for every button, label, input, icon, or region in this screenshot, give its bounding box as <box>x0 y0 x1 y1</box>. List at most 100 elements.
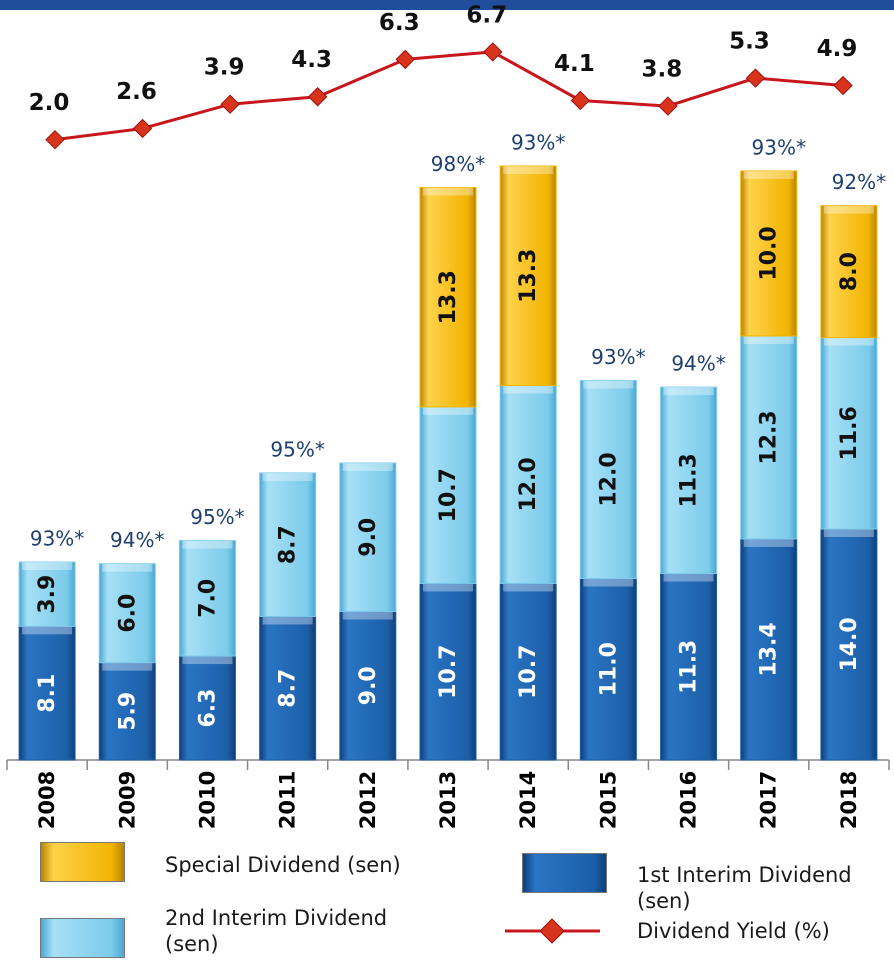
payout-label: 94%* <box>110 528 164 552</box>
bar-bevel <box>743 335 794 344</box>
data-label: 4.1 <box>554 51 595 77</box>
data-label: 4.3 <box>291 47 332 73</box>
data-label: 11.3 <box>677 640 702 694</box>
x-tick-label: 2011 <box>276 771 300 829</box>
data-label: 4.9 <box>817 36 858 62</box>
legend-label: 2nd Interim Dividend (sen) <box>165 906 388 956</box>
data-label: 2.0 <box>29 90 70 116</box>
payout-label: 95%* <box>270 437 324 461</box>
marker <box>745 68 766 88</box>
data-label: 8.1 <box>35 674 60 713</box>
bar-bevel <box>663 573 714 582</box>
bar-segment <box>820 205 878 339</box>
bar-segment <box>820 337 878 530</box>
bar-segment <box>740 538 798 761</box>
data-label: 13.4 <box>757 622 782 676</box>
data-label: 12.0 <box>516 457 541 511</box>
data-label: 10.7 <box>516 645 541 699</box>
legend-label: Special Dividend (sen) <box>165 853 401 877</box>
bar-segment <box>259 615 317 761</box>
x-tick-label: 2009 <box>115 771 139 829</box>
payout-label: 98%* <box>431 152 485 176</box>
data-label: 6.3 <box>379 10 420 36</box>
bar-segment <box>740 170 798 337</box>
bar-bevel <box>342 463 393 471</box>
data-label: 7.0 <box>195 579 220 618</box>
data-label: 12.0 <box>596 452 621 506</box>
x-tick-label: 2017 <box>757 771 781 829</box>
legend-swatch <box>505 918 600 944</box>
bar-bevel <box>342 611 393 620</box>
bar-bevel <box>22 562 73 570</box>
bar-bevel <box>823 529 874 537</box>
marker <box>570 90 591 111</box>
bar-segment <box>499 384 557 584</box>
data-label: 11.0 <box>596 642 621 696</box>
x-tick-label: 2013 <box>436 771 460 829</box>
marker <box>45 129 65 150</box>
bar-bevel <box>743 538 794 547</box>
marker <box>395 49 415 70</box>
bar-bevel <box>102 662 153 671</box>
legend-label: 1st Interim Dividend (sen) <box>637 863 852 913</box>
bar-segment <box>820 528 878 761</box>
bar-segment <box>339 611 397 761</box>
bar-bevel <box>583 380 634 389</box>
bar-bevel <box>503 166 554 174</box>
bar-segment <box>579 380 637 579</box>
data-label: 11.6 <box>837 406 862 460</box>
bar-bevel <box>262 472 313 481</box>
bar-segment <box>579 578 637 761</box>
bar-segment <box>18 625 76 761</box>
bar-segment <box>419 406 477 584</box>
x-tick-label: 2015 <box>596 771 620 829</box>
payout-label: 93%* <box>30 527 84 551</box>
data-label: 9.0 <box>356 666 381 705</box>
data-label: 8.0 <box>837 252 862 291</box>
bar-segment <box>178 540 236 657</box>
marker <box>483 42 503 62</box>
bar-bevel <box>743 170 794 179</box>
line <box>54 50 844 142</box>
bar-bevel <box>583 578 634 587</box>
bar-bevel <box>823 337 874 346</box>
legend-swatch <box>522 853 607 893</box>
data-label: 10.0 <box>757 226 782 280</box>
x-tick-label: 2010 <box>195 771 219 829</box>
bar-bevel <box>423 583 473 592</box>
legend-swatch <box>40 842 125 882</box>
data-label: 11.3 <box>677 453 702 507</box>
payout-label: 92%* <box>832 170 886 194</box>
bar-bevel <box>423 406 473 415</box>
data-label: 6.0 <box>115 594 140 633</box>
bar-segment <box>660 386 718 575</box>
data-label: 12.3 <box>757 410 782 464</box>
data-label: 6.7 <box>466 2 507 28</box>
bar-bevel <box>663 387 714 396</box>
x-tick-label: 2008 <box>35 771 59 829</box>
data-label: 5.3 <box>729 29 770 55</box>
x-tick-label: 2016 <box>677 771 701 829</box>
bar-segment <box>499 165 557 386</box>
marker <box>833 75 853 96</box>
payout-label: 93%* <box>511 131 565 155</box>
data-label: 10.7 <box>436 468 461 522</box>
x-tick-label: 2018 <box>837 771 861 829</box>
bar-segment <box>419 186 477 408</box>
data-label: 10.7 <box>436 645 461 699</box>
data-label: 13.3 <box>516 249 541 303</box>
payout-label: 94%* <box>671 352 725 376</box>
bar-bevel <box>503 583 554 592</box>
bar-bevel <box>182 656 233 665</box>
top-band <box>0 0 894 10</box>
data-label: 2.6 <box>116 79 157 105</box>
data-label: 3.9 <box>35 575 60 614</box>
bar-segment <box>339 462 397 612</box>
bar-segment <box>98 563 156 664</box>
bar-segment <box>740 335 798 540</box>
bar-segment <box>178 655 236 761</box>
marker <box>658 96 678 116</box>
bar-segment <box>18 561 76 627</box>
data-label: 9.0 <box>356 518 381 557</box>
x-tick-label: 2014 <box>516 771 540 829</box>
